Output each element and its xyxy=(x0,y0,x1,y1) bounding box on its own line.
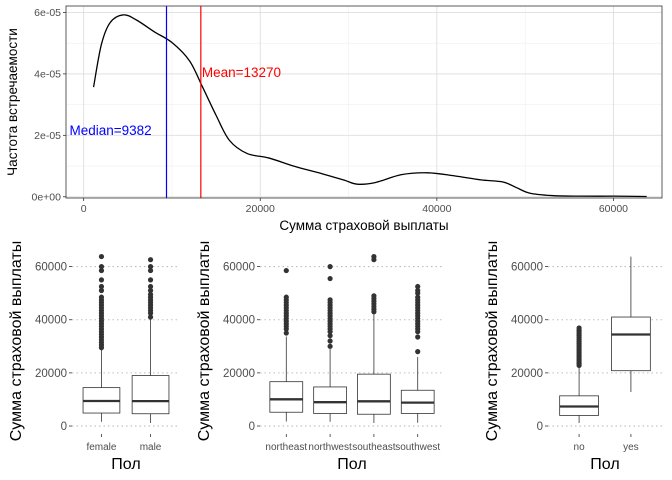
outlier-point-male xyxy=(147,257,154,263)
density-panel-border xyxy=(65,5,663,199)
outlier-point-female xyxy=(98,277,105,283)
boxplot-sex-x-axis-title: Пол xyxy=(111,456,140,473)
box-yes xyxy=(611,316,651,372)
outlier-point-male xyxy=(147,267,154,274)
y-tick-label: 0e+00 xyxy=(32,191,62,203)
y-tick-label: 60000 xyxy=(35,262,67,274)
y-tick-label: 60000 xyxy=(511,262,543,274)
outlier-point-female xyxy=(98,287,105,294)
outlier-point-northeast xyxy=(283,294,289,300)
density-ticks: 0 20000 40000 60000 0e+00 2e-05 4e-05 6e-05 xyxy=(32,7,629,215)
outlier-point-male xyxy=(147,287,154,294)
boxplot-panel-smoker: 0 20000 40000 60000 no yes Пол Сумма страхово… xyxy=(484,241,662,473)
outlier-point-northwest xyxy=(327,297,333,303)
x-tick-label: female xyxy=(86,442,116,453)
outlier-point-southeast xyxy=(371,293,377,299)
x-tick-label: northeast xyxy=(265,442,307,453)
density-x-axis-title: Сумма страховой выплаты xyxy=(279,218,448,233)
boxplot-region-y-axis-title: Сумма страховой выплаты xyxy=(196,241,213,442)
mean-label: Mean=13270 xyxy=(202,65,281,80)
outlier-point-female xyxy=(98,253,105,260)
median-label: Median=9382 xyxy=(70,123,152,138)
box-northeast xyxy=(269,381,304,413)
x-tick-label: 60000 xyxy=(599,203,628,215)
density-y-axis-title: Частота встречаемости xyxy=(5,28,20,176)
outlier-point-southwest xyxy=(415,334,421,340)
reference-lines: Median=9382 Mean=13270 xyxy=(70,6,281,198)
density-series xyxy=(92,14,647,198)
outlier-point-northwest xyxy=(327,333,333,339)
box-male xyxy=(131,375,170,415)
density-gridlines xyxy=(66,6,662,198)
y-tick-label: 40000 xyxy=(35,315,67,327)
x-tick-label: 40000 xyxy=(422,203,451,215)
outlier-point-female xyxy=(98,267,105,274)
x-tick-label: southeast xyxy=(352,442,396,453)
boxplot-sex-gridlines xyxy=(72,266,180,427)
boxplot-smoker-y-axis-title: Сумма страховой выплаты xyxy=(484,241,501,442)
outlier-point-male xyxy=(147,283,154,290)
density-panel-background xyxy=(66,6,662,198)
outlier-point-northwest xyxy=(327,343,333,349)
boxplot-panel-region: 0 20000 40000 60000 northeast northwest southe… xyxy=(196,241,444,473)
boxplot-region-gridlines xyxy=(260,266,444,427)
outlier-point-no xyxy=(576,325,582,331)
y-tick-label: 0 xyxy=(249,421,255,433)
x-tick-label: yes xyxy=(623,442,639,453)
outlier-point-male xyxy=(147,291,154,298)
x-tick-label: northwest xyxy=(308,442,352,453)
outlier-point-female xyxy=(98,294,105,300)
y-tick-label: 6e-05 xyxy=(34,7,61,19)
boxplot-region-x-axis-title: Пол xyxy=(337,456,366,473)
box-southeast xyxy=(357,373,391,415)
y-tick-label: 20000 xyxy=(511,368,543,380)
outlier-point-southwest xyxy=(415,349,421,355)
x-tick-label: male xyxy=(140,442,162,453)
outlier-point-northeast xyxy=(283,330,289,336)
outlier-point-female xyxy=(98,283,105,290)
y-tick-label: 0 xyxy=(537,421,543,433)
x-tick-label: 20000 xyxy=(246,203,275,215)
x-tick-label: 0 xyxy=(81,203,87,215)
outlier-point-male xyxy=(147,264,154,270)
density-panel: Median=9382 Mean=13270 0 20000 40000 60000 0e… xyxy=(5,5,663,233)
outlier-point-male xyxy=(147,277,154,283)
outlier-point-southwest xyxy=(415,287,421,294)
boxplot-region-ticks: 0 20000 40000 60000 northeast northwest southe… xyxy=(223,262,440,453)
y-tick-label: 40000 xyxy=(511,315,543,327)
x-tick-label: no xyxy=(574,442,586,453)
y-tick-label: 20000 xyxy=(35,368,67,380)
box-northwest xyxy=(313,386,347,414)
y-tick-label: 4e-05 xyxy=(34,68,61,80)
outlier-point-southeast xyxy=(371,253,377,260)
outlier-point-southwest xyxy=(415,294,421,300)
boxplot-smoker-x-axis-title: Пол xyxy=(590,456,619,473)
boxplot-region-boxes xyxy=(269,253,435,424)
x-tick-label: southwest xyxy=(395,442,440,453)
outlier-point-northwest xyxy=(327,264,333,270)
boxplot-smoker-ticks: 0 20000 40000 60000 no yes xyxy=(511,262,639,453)
boxplot-smoker-boxes xyxy=(559,256,651,424)
y-tick-label: 20000 xyxy=(223,368,255,380)
density-curve xyxy=(92,14,647,198)
y-tick-label: 60000 xyxy=(223,262,255,274)
outlier-point-male xyxy=(147,314,154,320)
boxplot-sex-ticks: 0 20000 40000 60000 female male xyxy=(35,262,162,453)
outlier-point-female xyxy=(98,264,105,270)
boxplot-sex-boxes xyxy=(82,253,170,424)
y-tick-label: 40000 xyxy=(223,315,255,327)
y-tick-label: 0 xyxy=(61,421,67,433)
y-tick-label: 2e-05 xyxy=(34,130,61,142)
boxplot-panel-sex: 0 20000 40000 60000 female male Пол Сумма стр… xyxy=(8,241,180,473)
outlier-point-northeast xyxy=(283,267,289,274)
outlier-point-northwest xyxy=(327,275,333,282)
outlier-point-northwest xyxy=(327,338,333,344)
boxplot-sex-y-axis-title: Сумма страховой выплаты xyxy=(8,241,25,442)
outlier-point-southwest xyxy=(415,283,421,290)
